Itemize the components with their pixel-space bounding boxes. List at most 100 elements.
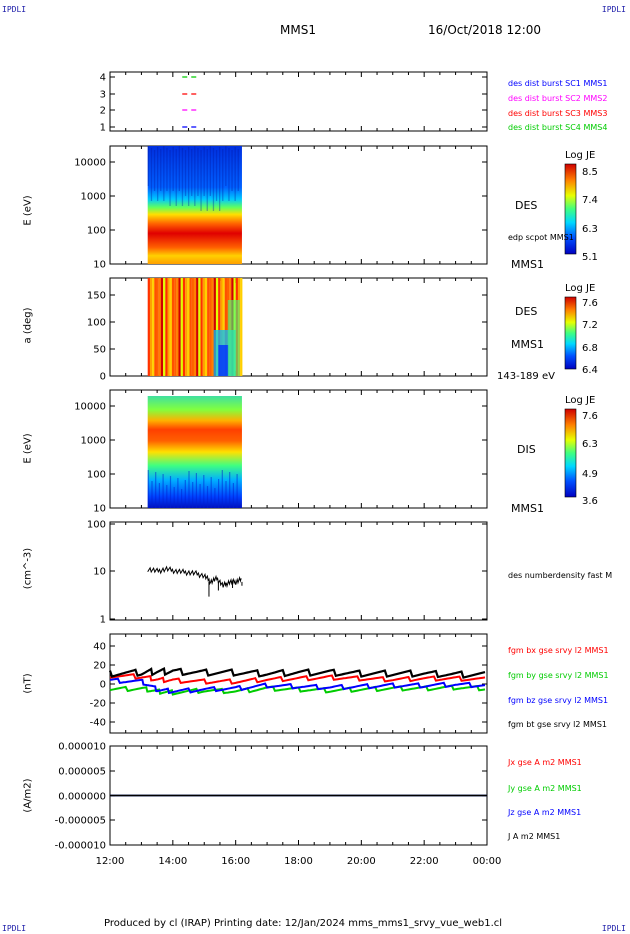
dis-energy-streak <box>166 485 168 508</box>
p3-ytick-label: 100 <box>87 318 106 329</box>
p6-ytick-label: -20 <box>90 699 106 710</box>
des-energy-streak <box>212 148 215 211</box>
density-line <box>147 565 242 589</box>
p3-ytick-label: 50 <box>93 345 106 356</box>
dis-energy-spectrogram <box>147 396 242 508</box>
des-energy-streak <box>175 149 177 206</box>
pitch-angle-column <box>167 278 170 376</box>
des-energy-streak <box>219 147 221 211</box>
p3-colorbar-tick: 6.4 <box>582 365 598 376</box>
p6-legend-bz: fgm bz gse srvy l2 MMS1 <box>508 696 609 705</box>
p6-ytick-label: -40 <box>90 718 106 729</box>
p2-colorbar-title: Log JE <box>565 150 596 161</box>
p5-frame <box>109 521 488 621</box>
p1-legend-sc3: des dist burst SC3 MMS3 <box>508 109 608 118</box>
x-tick-label: 16:00 <box>221 856 250 867</box>
p1-legend-sc2: des dist burst SC2 MMS2 <box>508 94 608 103</box>
pitch-angle-column <box>207 278 210 376</box>
pitch-angle-column <box>220 278 223 376</box>
dis-energy-streak <box>229 472 231 508</box>
p4-colorbar-tick: 3.6 <box>582 496 598 507</box>
des-energy-streak <box>194 146 196 206</box>
p1-legend-sc4: des dist burst SC4 MMS4 <box>508 123 608 132</box>
pitch-angle-column <box>163 278 166 376</box>
p2-ytick-label: 10000 <box>74 158 106 169</box>
p7-legend-jz: Jz gse A m2 MMS1 <box>508 808 582 817</box>
pitch-angle-column <box>154 278 157 376</box>
footer-text: Produced by cl (IRAP) Printing date: 12/… <box>104 918 503 929</box>
des-energy-streak <box>184 150 187 196</box>
pitch-angle-column <box>215 278 219 376</box>
dis-energy-streak <box>151 481 153 508</box>
pitch-angle-blue-patch <box>218 345 229 376</box>
p4-ytick-label: 1000 <box>81 436 106 447</box>
dis-energy-streak <box>232 483 234 508</box>
des-energy-streak <box>215 150 218 201</box>
pitch-angle-column <box>171 278 175 376</box>
pitch-angle-column <box>213 278 216 376</box>
p6-legend-by: fgm by gse srvy l2 MMS1 <box>508 671 609 680</box>
des-energy-streak <box>197 148 199 196</box>
p5-ytick-label: 100 <box>87 520 106 531</box>
p1-frame <box>109 71 488 132</box>
dis-energy-streak <box>214 488 216 508</box>
p7-ytick-label: 0.000005 <box>58 767 106 778</box>
des-energy-streak <box>181 148 184 206</box>
p5-label-density: des numberdensity fast M <box>508 571 613 580</box>
x-tick-label: 18:00 <box>284 856 313 867</box>
p6-legend-bx: fgm bx gse srvy l2 MMS1 <box>508 646 609 655</box>
p7-ytick-label: -0.000005 <box>55 816 106 827</box>
pitch-angle-column <box>178 278 181 376</box>
p2-label-mms1: MMS1 <box>511 258 544 271</box>
p2-label-scpot: edp scpot MMS1 <box>508 233 574 242</box>
des-energy-streak <box>178 146 180 191</box>
dis-energy-streak <box>192 482 194 508</box>
des-energy-streak <box>150 148 153 201</box>
pitch-angle-column <box>240 278 243 376</box>
p7-legend-jy: Jy gse A m2 MMS1 <box>508 784 582 793</box>
corner-label-bottom-left: IPDLI <box>2 924 27 933</box>
p2-colorbar-tick: 8.5 <box>582 167 598 178</box>
p7-ytick-label: 0.000000 <box>58 792 106 803</box>
p1-ytick-label: 4 <box>100 73 106 84</box>
bfield-line-3 <box>108 666 486 679</box>
p2-ytick-label: 100 <box>87 226 106 237</box>
p6-ytick-label: 20 <box>93 661 106 672</box>
p2-ytick-label: 10 <box>93 260 106 271</box>
dis-energy-streak <box>169 476 172 508</box>
pitch-angle-column <box>169 278 172 376</box>
pitch-angle-column <box>187 278 190 376</box>
dis-energy-streak <box>203 475 205 508</box>
p3-colorbar-tick: 6.8 <box>582 343 598 354</box>
p6-legend-bt: fgm bt gse srvy l2 MMS1 <box>508 720 607 729</box>
p2-label-des: DES <box>515 199 538 212</box>
x-tick-label: 22:00 <box>410 856 439 867</box>
pitch-angle-column <box>191 278 194 376</box>
des-energy-streak <box>169 150 171 206</box>
p7-ytick-label: 0.000010 <box>58 742 106 753</box>
des-energy-streak <box>166 148 168 191</box>
des-energy-streak <box>231 150 233 191</box>
des-energy-streak <box>188 147 190 206</box>
p1-legend-sc1: des dist burst SC1 MMS1 <box>508 79 608 88</box>
p6-ytick-label: 0 <box>100 680 106 691</box>
p5-ylabel: (cm^-3) <box>22 547 34 590</box>
dis-energy-streak <box>188 471 190 508</box>
p7-ytick-label: -0.000010 <box>55 841 106 852</box>
des-energy-streak <box>234 147 236 201</box>
p7-legend-j: J A m2 MMS1 <box>508 832 561 841</box>
des-energy-streak <box>163 146 165 201</box>
des-energy-streak <box>157 147 159 201</box>
header-title: MMS1 <box>280 23 316 37</box>
pitch-angle-column <box>165 278 168 376</box>
dis-energy-streak <box>218 479 220 508</box>
dis-energy-streak <box>177 478 179 508</box>
bfield-line-2 <box>109 677 486 695</box>
pitch-angle-column <box>160 278 164 376</box>
p6-frame <box>109 633 488 734</box>
pitch-angle-column <box>180 278 183 376</box>
p4-label-mms1: MMS1 <box>511 502 544 515</box>
p3-label-des: DES <box>515 305 538 318</box>
des-energy-streak <box>153 150 156 191</box>
